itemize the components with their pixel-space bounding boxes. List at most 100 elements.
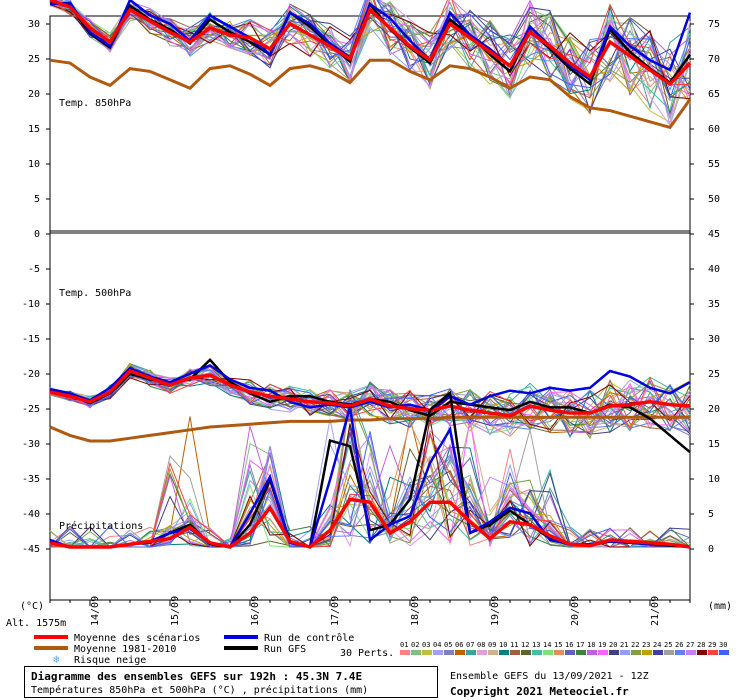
- altitude-label: Alt. 1575m: [6, 618, 66, 629]
- pert-legend-swatch: [466, 650, 476, 655]
- pert-legend-swatch: [411, 650, 421, 655]
- pert-legend-label: 09: [488, 641, 496, 649]
- left-tick-label: 15: [28, 124, 40, 135]
- right-tick-label: 75: [708, 19, 720, 30]
- left-tick-label: -35: [22, 474, 40, 485]
- pert-legend-label: 28: [697, 641, 705, 649]
- left-tick-label: -45: [22, 544, 40, 555]
- series-t500-climatology: [49, 415, 690, 443]
- legend-mean: Moyenne des scénarios: [74, 632, 200, 644]
- pert-legend-swatch: [576, 650, 586, 655]
- pert-29-t850: [50, 0, 691, 86]
- left-tick-label: 0: [34, 229, 40, 240]
- pert-legend-swatch: [598, 650, 608, 655]
- pert-legend-swatch: [686, 650, 696, 655]
- right-tick-label: 25: [708, 369, 720, 380]
- legend-control: Run de contrôle: [264, 632, 354, 644]
- right-tick-label: 40: [708, 264, 720, 275]
- chart-subtitle: Températures 850hPa et 500hPa (°C) , pré…: [31, 685, 369, 696]
- pert-legend-label: 04: [433, 641, 441, 649]
- legend-snow: Risque neige: [74, 655, 146, 666]
- left-axis-unit: (°C): [20, 601, 44, 612]
- pert-legend-label: 27: [686, 641, 694, 649]
- pert-30-t500: [49, 367, 691, 425]
- series-t850-control: [49, 0, 692, 82]
- pert-legend-swatch: [422, 650, 432, 655]
- left-tick-label: -5: [28, 264, 40, 275]
- right-tick-label: 65: [708, 89, 720, 100]
- pert-legend-label: 12: [521, 641, 529, 649]
- x-date-label: 18/09: [410, 596, 421, 626]
- series-t850-climatology: [49, 58, 692, 130]
- legend-gfs: Run GFS: [264, 644, 306, 655]
- pert-legend-swatch: [653, 650, 663, 655]
- pert-legend-label: 30: [719, 641, 727, 649]
- pert-legend-label: 20: [609, 641, 617, 649]
- pert-legend-swatch: [543, 650, 553, 655]
- pert-legend-label: 02: [411, 641, 419, 649]
- pert-26-precip: [50, 452, 690, 548]
- pert-legend-label: 08: [477, 641, 485, 649]
- pert-legend-swatch: [499, 650, 509, 655]
- pert-legend-label: 24: [653, 641, 661, 649]
- right-tick-label: 0: [708, 544, 714, 555]
- right-axis-unit: (mm): [708, 601, 732, 612]
- pert-legend-swatch: [642, 650, 652, 655]
- left-tick-label: -10: [22, 299, 40, 310]
- panel-label-precip: Précipitations: [59, 520, 143, 532]
- chart-title: Diagramme des ensembles GEFS sur 192h : …: [31, 670, 363, 683]
- right-tick-label: 45: [708, 229, 720, 240]
- right-tick-label: 60: [708, 124, 720, 135]
- pert-27-t850: [49, 0, 691, 119]
- x-date-label: 15/09: [170, 596, 181, 626]
- pert-legend-label: 10: [499, 641, 507, 649]
- pert-legend-swatch: [697, 650, 707, 655]
- pert-26-t500: [49, 369, 691, 430]
- pert-legend-swatch: [477, 650, 487, 655]
- right-tick-label: 50: [708, 194, 720, 205]
- left-tick-label: 10: [28, 159, 40, 170]
- pert-legend-swatch: [532, 650, 542, 655]
- pert-legend-swatch: [521, 650, 531, 655]
- legend-perts: 30 Perts.: [340, 648, 394, 659]
- pert-legend-swatch: [488, 650, 498, 655]
- right-tick-label: 30: [708, 334, 720, 345]
- pert-legend-swatch: [455, 650, 465, 655]
- pert-legend-swatch: [554, 650, 564, 655]
- series-t500-mean: [49, 368, 691, 418]
- pert-legend-label: 16: [565, 641, 573, 649]
- pert-legend-label: 21: [620, 641, 628, 649]
- pert-legend-label: 11: [510, 641, 518, 649]
- pert-12-t850: [59, 0, 691, 116]
- x-date-label: 17/09: [330, 596, 341, 626]
- pert-18-t500: [49, 365, 691, 434]
- pert-legend-label: 15: [554, 641, 562, 649]
- right-tick-label: 15: [708, 439, 720, 450]
- pert-legend-swatch: [510, 650, 520, 655]
- panel-label-t850: Temp. 850hPa: [59, 98, 131, 109]
- pert-30-precip: [49, 431, 690, 548]
- pert-legend-label: 19: [598, 641, 606, 649]
- right-tick-label: 70: [708, 54, 720, 65]
- right-tick-label: 10: [708, 474, 720, 485]
- x-date-label: 14/09: [90, 596, 101, 626]
- pert-legend-swatch: [565, 650, 575, 655]
- pert-legend-swatch: [719, 650, 729, 655]
- pert-legend-label: 05: [444, 641, 452, 649]
- pert-legend-swatch: [620, 650, 630, 655]
- right-tick-label: 35: [708, 299, 720, 310]
- pert-legend-swatch: [444, 650, 454, 655]
- panel-label-t500: Temp. 500hPa: [59, 288, 131, 299]
- left-tick-label: -40: [22, 509, 40, 520]
- pert-legend-label: 22: [631, 641, 639, 649]
- left-tick-label: -15: [22, 334, 40, 345]
- pert-25-precip: [49, 429, 691, 548]
- pert-legend-label: 01: [400, 641, 408, 649]
- pert-legend-label: 18: [587, 641, 595, 649]
- right-tick-label: 20: [708, 404, 720, 415]
- left-tick-label: -25: [22, 404, 40, 415]
- pert-legend-swatch: [609, 650, 619, 655]
- pert-legend-swatch: [587, 650, 597, 655]
- pert-legend-swatch: [400, 650, 410, 655]
